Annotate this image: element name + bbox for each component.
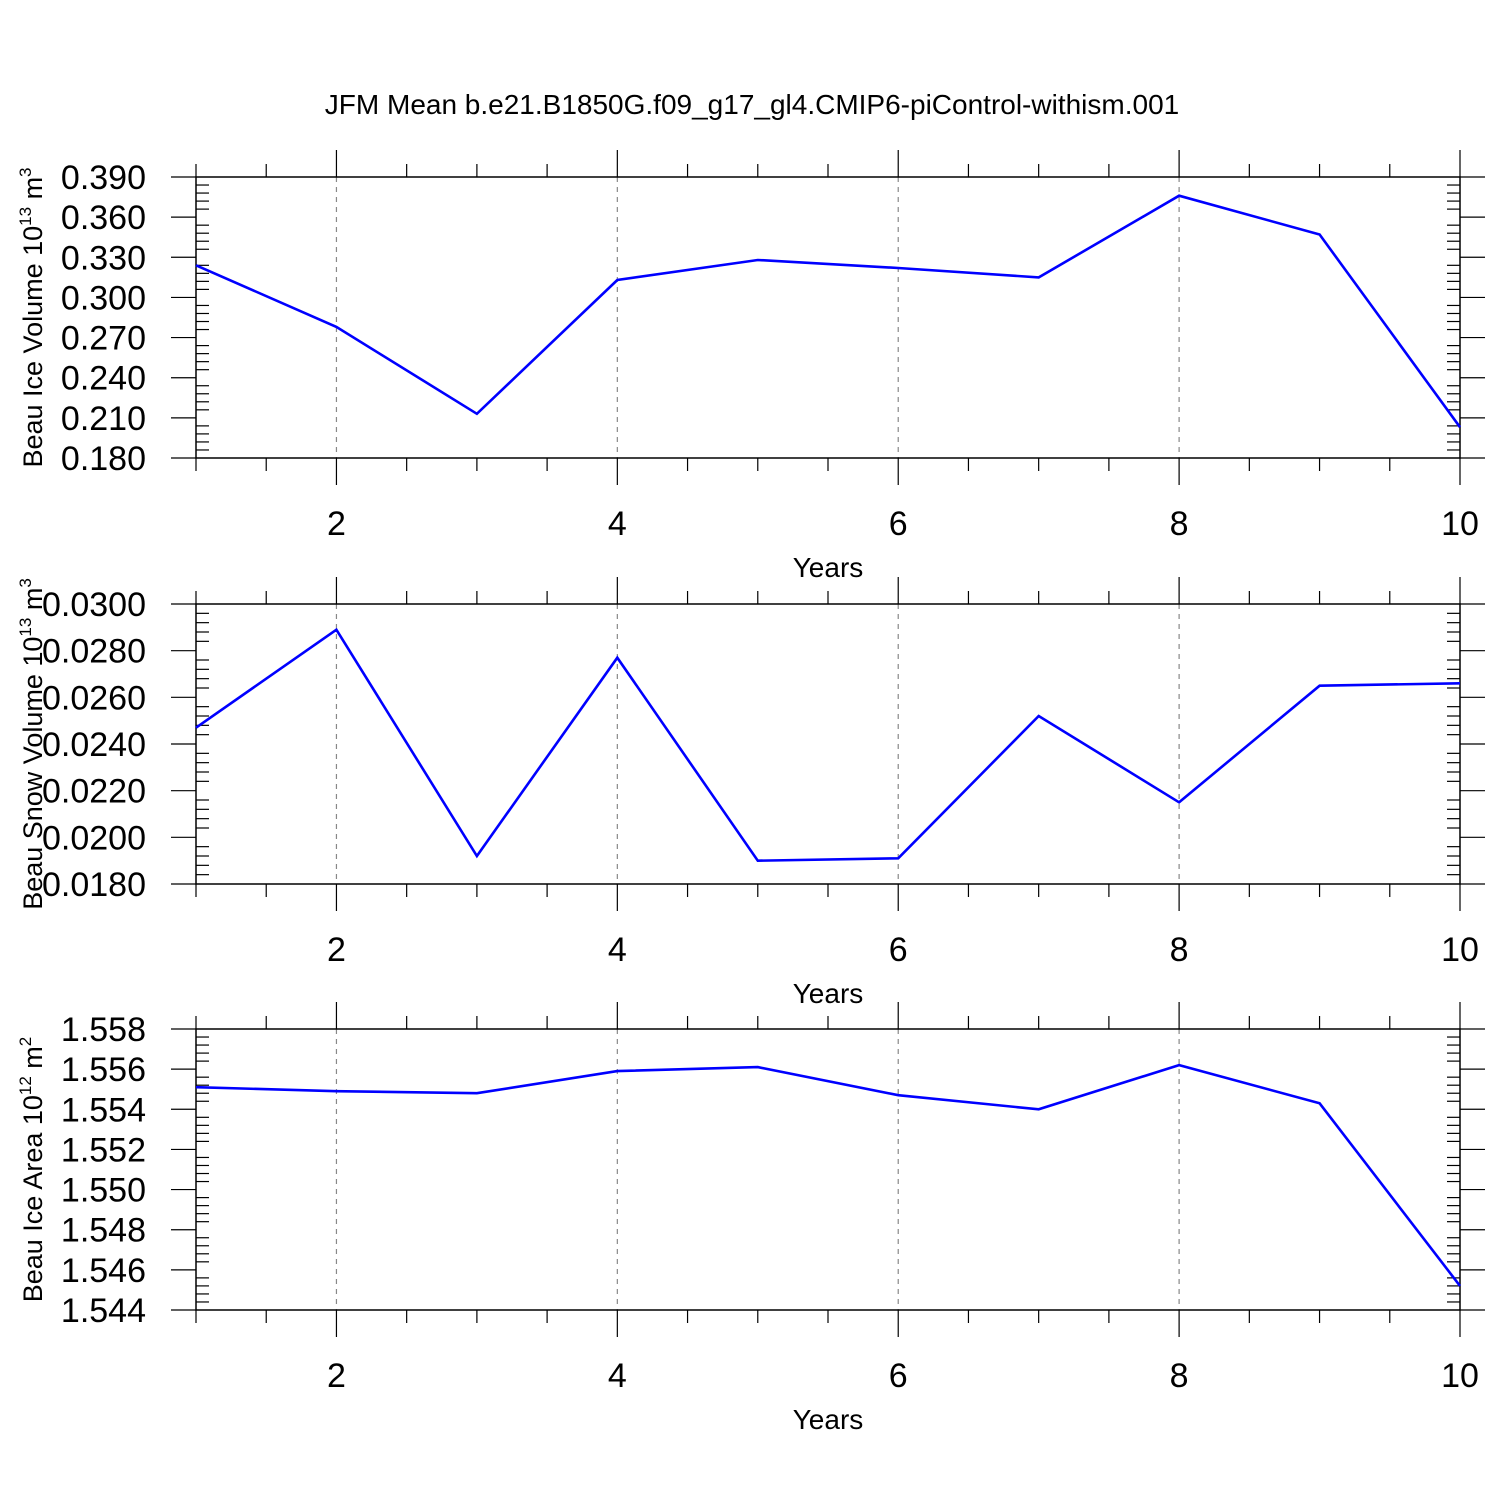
y-tick-label: 0.0220 bbox=[42, 773, 146, 811]
x-tick-label: 2 bbox=[327, 931, 346, 969]
y-tick-label: 1.544 bbox=[61, 1292, 146, 1330]
x-tick-label: 4 bbox=[608, 1357, 627, 1395]
x-tick-label: 6 bbox=[889, 1357, 908, 1395]
x-tick-label: 10 bbox=[1441, 1357, 1479, 1395]
x-tick-label: 10 bbox=[1441, 931, 1479, 969]
y-axis-label: Beau Ice Area 1012 m2 bbox=[16, 1037, 48, 1303]
y-tick-label: 0.180 bbox=[61, 440, 146, 478]
y-tick-label: 0.0240 bbox=[42, 726, 146, 764]
x-axis-label: Years bbox=[793, 552, 864, 583]
series-line-1 bbox=[195, 1063, 1462, 1287]
series-line-1 bbox=[195, 627, 1461, 863]
y-tick-label: 0.360 bbox=[61, 199, 146, 237]
x-tick-label: 2 bbox=[327, 1357, 346, 1395]
x-tick-label: 6 bbox=[889, 505, 908, 543]
chart-panel-1: 2 4 6 8 10 Years 0.1800.2100.2400.2700.3000.33… bbox=[16, 150, 1485, 583]
y-tick-label: 0.210 bbox=[61, 400, 146, 438]
y-tick-label: 1.548 bbox=[61, 1212, 146, 1250]
y-tick-label: 0.240 bbox=[61, 360, 146, 398]
x-tick-label: 8 bbox=[1170, 505, 1189, 543]
y-tick-label: 1.558 bbox=[61, 1011, 146, 1049]
y-tick-label: 0.0300 bbox=[42, 586, 146, 624]
y-tick-label: 0.0200 bbox=[42, 819, 146, 857]
y-tick-label: 1.552 bbox=[61, 1131, 146, 1169]
x-axis-label: Years bbox=[793, 1404, 864, 1435]
y-axis-label: Beau Snow Volume 1013 m3 bbox=[16, 578, 48, 910]
y-tick-label: 0.0260 bbox=[42, 679, 146, 717]
x-tick-label: 10 bbox=[1441, 505, 1479, 543]
figure-title: JFM Mean b.e21.B1850G.f09_g17_gl4.CMIP6-… bbox=[325, 89, 1179, 120]
y-axis-label: Beau Ice Volume 1013 m3 bbox=[16, 167, 48, 467]
y-tick-label: 1.550 bbox=[61, 1172, 146, 1210]
chart-panel-2: 2 4 6 8 10 Years 0.0180 0.0200 0.0220 0.0240 0.026… bbox=[16, 577, 1485, 1009]
x-axis-label: Years bbox=[793, 978, 864, 1009]
y-tick-label: 0.270 bbox=[61, 320, 146, 358]
x-tick-label: 8 bbox=[1170, 1357, 1189, 1395]
x-tick-label: 8 bbox=[1170, 931, 1189, 969]
x-tick-label: 6 bbox=[889, 931, 908, 969]
y-tick-label: 0.0280 bbox=[42, 633, 146, 671]
y-tick-label: 0.300 bbox=[61, 279, 146, 317]
y-tick-label: 1.554 bbox=[61, 1091, 146, 1129]
x-tick-label: 4 bbox=[608, 505, 627, 543]
y-tick-label: 0.330 bbox=[61, 239, 146, 277]
series-line-1 bbox=[195, 194, 1462, 428]
y-tick-label: 0.390 bbox=[61, 159, 146, 197]
chart-panel-3: 2 4 6 8 10Years1.5441.5461.5481.5501.5521.55… bbox=[16, 1002, 1485, 1435]
panels: 2 4 6 8 10 Years 0.1800.2100.2400.2700.3000.33… bbox=[16, 150, 1485, 1435]
y-tick-label: 1.546 bbox=[61, 1252, 146, 1290]
x-tick-label: 4 bbox=[608, 931, 627, 969]
y-tick-label: 0.0180 bbox=[42, 866, 146, 904]
y-tick-label: 1.556 bbox=[61, 1051, 146, 1089]
x-tick-label: 2 bbox=[327, 505, 346, 543]
